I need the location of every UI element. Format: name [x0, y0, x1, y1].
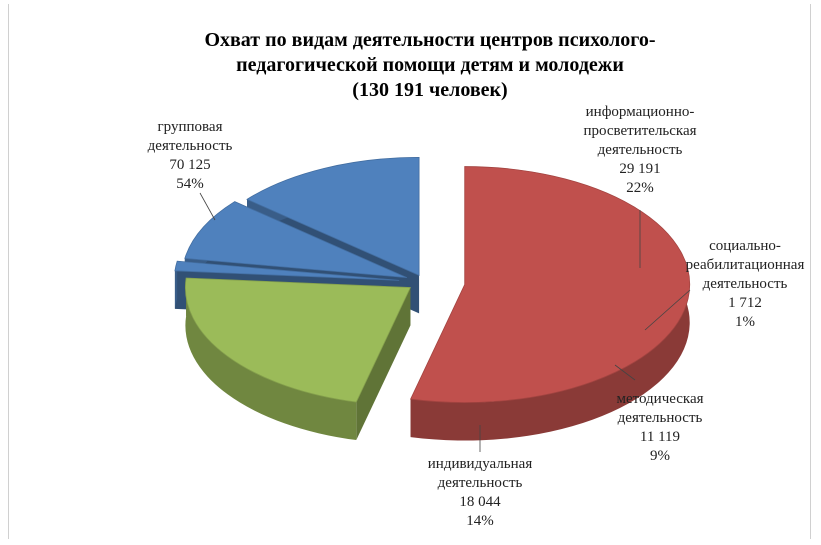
chart-title: Охват по видам деятельности центров псих…	[204, 29, 656, 101]
label-name: информационно- просветительская деятельн…	[583, 104, 697, 158]
slice-side	[356, 287, 411, 441]
label-percent: 1%	[735, 314, 755, 330]
slice-wall	[174, 261, 178, 309]
data-label: методическая деятельность 11 119 9%	[560, 390, 760, 466]
data-label: социально- реабилитационная деятельность…	[645, 237, 821, 332]
label-percent: 9%	[650, 448, 670, 464]
leader-line	[199, 192, 216, 221]
slice	[410, 166, 691, 441]
label-value: 70 125	[169, 157, 211, 173]
slice-top	[174, 260, 400, 281]
slice-top	[184, 201, 407, 279]
label-name: групповая деятельность	[147, 119, 233, 154]
label-percent: 14%	[466, 513, 494, 529]
label-name: индивидуальная деятельность	[427, 456, 533, 491]
label-name: методическая деятельность	[616, 391, 704, 426]
slice	[185, 277, 412, 441]
label-name: социально- реабилитационная деятельность	[685, 238, 805, 292]
label-value: 1 712	[728, 295, 762, 311]
data-label: групповая деятельность 70 125 54%	[90, 118, 290, 194]
slice-top	[185, 277, 412, 403]
slice-top	[246, 156, 420, 276]
label-percent: 54%	[176, 176, 204, 192]
label-percent: 22%	[626, 180, 654, 196]
label-value: 11 119	[639, 429, 681, 445]
frame	[8, 4, 811, 539]
data-label: индивидуальная деятельность 18 044 14%	[380, 455, 580, 531]
label-value: 18 044	[459, 494, 501, 510]
label-value: 29 191	[619, 161, 661, 177]
leader-line	[644, 289, 691, 331]
leader-line	[614, 364, 636, 381]
data-label: информационно- просветительская деятельн…	[540, 103, 740, 198]
slice-top	[410, 166, 691, 403]
slice-wall	[185, 277, 357, 441]
